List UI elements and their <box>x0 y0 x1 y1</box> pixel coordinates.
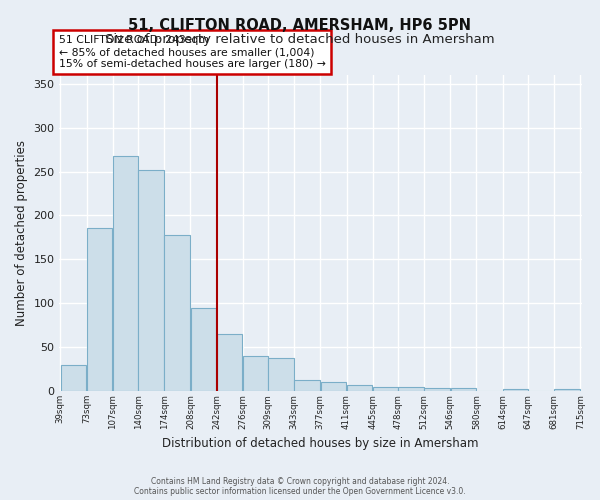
Bar <box>347 385 373 391</box>
Text: 51, CLIFTON ROAD, AMERSHAM, HP6 5PN: 51, CLIFTON ROAD, AMERSHAM, HP6 5PN <box>128 18 472 32</box>
Bar <box>373 386 398 391</box>
Bar <box>554 390 580 391</box>
Bar <box>87 228 112 391</box>
Bar <box>320 382 346 391</box>
Bar <box>217 334 242 391</box>
Text: Contains public sector information licensed under the Open Government Licence v3: Contains public sector information licen… <box>134 486 466 496</box>
Bar <box>138 170 164 391</box>
Bar <box>243 356 268 391</box>
Bar <box>268 358 294 391</box>
Text: 51 CLIFTON ROAD: 243sqm
← 85% of detached houses are smaller (1,004)
15% of semi: 51 CLIFTON ROAD: 243sqm ← 85% of detache… <box>59 36 326 68</box>
Bar <box>61 364 86 391</box>
Bar <box>503 390 528 391</box>
Bar <box>398 386 424 391</box>
Bar <box>113 156 138 391</box>
Bar <box>191 308 217 391</box>
Text: Contains HM Land Registry data © Crown copyright and database right 2024.: Contains HM Land Registry data © Crown c… <box>151 476 449 486</box>
Bar <box>424 388 450 391</box>
Bar <box>164 235 190 391</box>
X-axis label: Distribution of detached houses by size in Amersham: Distribution of detached houses by size … <box>162 437 479 450</box>
Bar <box>451 388 476 391</box>
Y-axis label: Number of detached properties: Number of detached properties <box>15 140 28 326</box>
Text: Size of property relative to detached houses in Amersham: Size of property relative to detached ho… <box>105 32 495 46</box>
Bar <box>295 380 320 391</box>
